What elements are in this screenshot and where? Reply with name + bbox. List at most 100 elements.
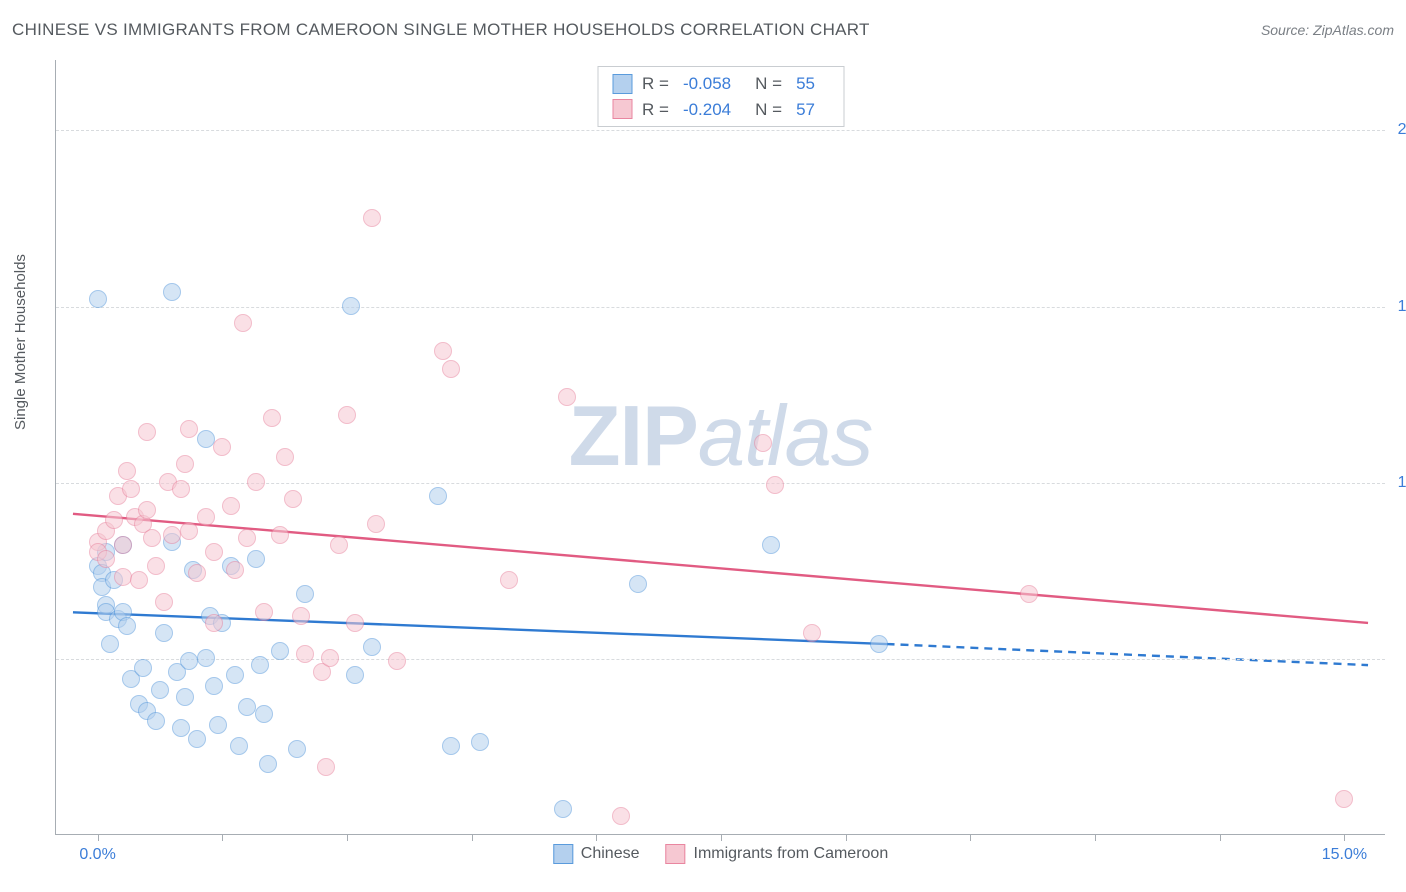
scatter-point-chinese [346,666,364,684]
scatter-point-cameroon [143,529,161,547]
stats-row-chinese: R = -0.058 N = 55 [612,71,829,97]
scatter-point-chinese [251,656,269,674]
chart-header: CHINESE VS IMMIGRANTS FROM CAMEROON SING… [12,20,1394,40]
scatter-point-cameroon [130,571,148,589]
y-tick-label: 20.0% [1398,121,1406,139]
n-label: N = [755,97,782,123]
x-tick [1344,834,1345,841]
x-tick [347,834,348,841]
r-value-cameroon: -0.204 [683,97,731,123]
scatter-point-chinese [288,740,306,758]
stats-row-cameroon: R = -0.204 N = 57 [612,97,829,123]
scatter-point-cameroon [114,536,132,554]
legend-label-chinese: Chinese [581,845,640,863]
scatter-point-chinese [259,755,277,773]
swatch-chinese [612,74,632,94]
scatter-point-chinese [296,585,314,603]
correlation-stats-box: R = -0.058 N = 55 R = -0.204 N = 57 [597,66,844,127]
r-label: R = [642,71,669,97]
y-tick-label: 15.0% [1398,298,1406,316]
scatter-point-chinese [271,642,289,660]
scatter-point-cameroon [213,438,231,456]
scatter-point-cameroon [97,550,115,568]
scatter-point-cameroon [105,511,123,529]
scatter-point-chinese [629,575,647,593]
scatter-point-cameroon [247,473,265,491]
scatter-point-cameroon [754,434,772,452]
scatter-point-chinese [209,716,227,734]
scatter-point-chinese [163,283,181,301]
scatter-point-chinese [205,677,223,695]
legend-swatch-cameroon [665,844,685,864]
scatter-point-cameroon [367,515,385,533]
scatter-point-cameroon [197,508,215,526]
watermark: ZIPatlas [569,388,873,486]
x-tick [98,834,99,841]
scatter-point-cameroon [346,614,364,632]
scatter-point-cameroon [276,448,294,466]
source-value: ZipAtlas.com [1313,22,1394,38]
scatter-point-cameroon [172,480,190,498]
scatter-point-cameroon [226,561,244,579]
scatter-point-cameroon [114,568,132,586]
scatter-point-chinese [255,705,273,723]
source-label: Source: [1261,22,1313,38]
scatter-point-chinese [554,800,572,818]
scatter-point-chinese [155,624,173,642]
r-value-chinese: -0.058 [683,71,731,97]
watermark-bold: ZIP [569,389,698,484]
scatter-point-chinese [188,730,206,748]
scatter-point-cameroon [284,490,302,508]
scatter-point-cameroon [500,571,518,589]
scatter-point-chinese [442,737,460,755]
x-tick [970,834,971,841]
r-label: R = [642,97,669,123]
scatter-point-cameroon [296,645,314,663]
gridline [56,307,1385,308]
x-tick [222,834,223,841]
scatter-point-chinese [197,430,215,448]
scatter-point-cameroon [330,536,348,554]
scatter-point-cameroon [612,807,630,825]
scatter-point-chinese [89,290,107,308]
scatter-point-chinese [230,737,248,755]
scatter-point-cameroon [1020,585,1038,603]
scatter-point-cameroon [338,406,356,424]
scatter-point-cameroon [138,501,156,519]
scatter-point-cameroon [321,649,339,667]
scatter-point-chinese [363,638,381,656]
scatter-point-cameroon [271,526,289,544]
chart-title: CHINESE VS IMMIGRANTS FROM CAMEROON SING… [12,20,870,40]
scatter-point-cameroon [434,342,452,360]
scatter-point-cameroon [205,543,223,561]
scatter-point-chinese [118,617,136,635]
scatter-point-cameroon [558,388,576,406]
trend-line [887,644,1369,665]
scatter-point-chinese [429,487,447,505]
source-attribution: Source: ZipAtlas.com [1261,22,1394,38]
gridline [56,130,1385,131]
scatter-point-cameroon [238,529,256,547]
scatter-point-chinese [247,550,265,568]
y-tick-label: 10.0% [1398,474,1406,492]
scatter-point-cameroon [442,360,460,378]
scatter-point-cameroon [205,614,223,632]
scatter-point-cameroon [155,593,173,611]
x-tick-label: 0.0% [79,846,115,864]
x-tick-label: 15.0% [1322,846,1367,864]
watermark-rest: atlas [698,389,873,484]
scatter-point-cameroon [163,526,181,544]
scatter-point-cameroon [180,522,198,540]
legend-label-cameroon: Immigrants from Cameroon [693,845,888,863]
scatter-point-chinese [471,733,489,751]
scatter-point-cameroon [263,409,281,427]
scatter-point-chinese [147,712,165,730]
scatter-point-cameroon [803,624,821,642]
scatter-point-cameroon [363,209,381,227]
scatter-point-cameroon [388,652,406,670]
scatter-point-chinese [101,635,119,653]
scatter-point-cameroon [1335,790,1353,808]
scatter-point-chinese [176,688,194,706]
scatter-point-chinese [226,666,244,684]
scatter-point-cameroon [122,480,140,498]
